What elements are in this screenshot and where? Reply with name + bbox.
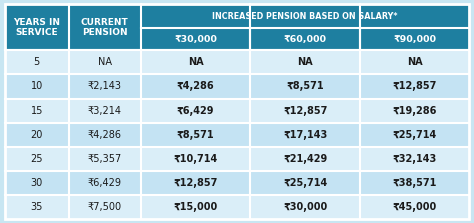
Text: ₹8,571: ₹8,571 bbox=[286, 81, 324, 91]
Text: 15: 15 bbox=[31, 105, 43, 116]
Text: ₹25,714: ₹25,714 bbox=[283, 178, 328, 188]
Text: NA: NA bbox=[188, 58, 203, 68]
Text: 10: 10 bbox=[31, 81, 43, 91]
Bar bbox=[5, 50, 69, 74]
Bar bbox=[250, 122, 360, 147]
Bar bbox=[5, 74, 69, 99]
Text: ₹12,857: ₹12,857 bbox=[173, 178, 218, 188]
Bar bbox=[250, 147, 360, 171]
Bar bbox=[360, 74, 469, 99]
Bar bbox=[69, 4, 141, 50]
Bar bbox=[360, 194, 469, 219]
Text: ₹10,714: ₹10,714 bbox=[173, 153, 218, 163]
Bar bbox=[69, 50, 141, 74]
Text: NA: NA bbox=[298, 58, 313, 68]
Bar bbox=[141, 74, 250, 99]
Bar bbox=[69, 122, 141, 147]
Text: ₹90,000: ₹90,000 bbox=[393, 35, 436, 44]
Text: ₹15,000: ₹15,000 bbox=[173, 202, 218, 212]
Text: ₹6,429: ₹6,429 bbox=[177, 105, 214, 116]
Text: ₹12,857: ₹12,857 bbox=[283, 105, 328, 116]
Bar bbox=[250, 74, 360, 99]
Bar bbox=[69, 147, 141, 171]
Text: NA: NA bbox=[98, 58, 112, 68]
Text: 30: 30 bbox=[31, 178, 43, 188]
Text: 5: 5 bbox=[34, 58, 40, 68]
Bar bbox=[5, 122, 69, 147]
Bar bbox=[69, 99, 141, 122]
Text: ₹45,000: ₹45,000 bbox=[392, 202, 437, 212]
Bar bbox=[250, 171, 360, 194]
Text: CURRENT
PENSION: CURRENT PENSION bbox=[81, 18, 129, 37]
Bar bbox=[69, 194, 141, 219]
Text: 25: 25 bbox=[30, 153, 43, 163]
Text: YEARS IN
SERVICE: YEARS IN SERVICE bbox=[13, 18, 60, 37]
Bar bbox=[141, 4, 250, 50]
Bar bbox=[5, 99, 69, 122]
Text: ₹5,357: ₹5,357 bbox=[88, 153, 122, 163]
Bar bbox=[250, 4, 360, 50]
Bar bbox=[5, 147, 69, 171]
Bar bbox=[360, 4, 469, 50]
Bar bbox=[141, 147, 250, 171]
Bar bbox=[360, 50, 469, 74]
Bar bbox=[5, 171, 69, 194]
Bar bbox=[360, 122, 469, 147]
Text: ₹21,429: ₹21,429 bbox=[283, 153, 328, 163]
Text: INCREASED PENSION BASED ON SALARY*: INCREASED PENSION BASED ON SALARY* bbox=[212, 12, 398, 21]
Text: ₹4,286: ₹4,286 bbox=[88, 130, 122, 140]
Bar bbox=[360, 147, 469, 171]
Bar bbox=[141, 194, 250, 219]
Text: ₹19,286: ₹19,286 bbox=[392, 105, 437, 116]
Text: 35: 35 bbox=[31, 202, 43, 212]
Text: NA: NA bbox=[407, 58, 422, 68]
Bar bbox=[360, 171, 469, 194]
Text: ₹3,214: ₹3,214 bbox=[88, 105, 122, 116]
Text: ₹32,143: ₹32,143 bbox=[392, 153, 437, 163]
Text: ₹17,143: ₹17,143 bbox=[283, 130, 328, 140]
Bar bbox=[5, 194, 69, 219]
Text: ₹2,143: ₹2,143 bbox=[88, 81, 122, 91]
Text: ₹7,500: ₹7,500 bbox=[88, 202, 122, 212]
Bar bbox=[141, 122, 250, 147]
Text: ₹38,571: ₹38,571 bbox=[392, 178, 437, 188]
Bar bbox=[250, 194, 360, 219]
Bar bbox=[360, 99, 469, 122]
Text: ₹60,000: ₹60,000 bbox=[284, 35, 327, 44]
Bar bbox=[141, 171, 250, 194]
Bar bbox=[69, 171, 141, 194]
Text: ₹4,286: ₹4,286 bbox=[177, 81, 214, 91]
Text: ₹30,000: ₹30,000 bbox=[283, 202, 328, 212]
Text: ₹30,000: ₹30,000 bbox=[174, 35, 217, 44]
Text: ₹8,571: ₹8,571 bbox=[177, 130, 214, 140]
Text: 20: 20 bbox=[31, 130, 43, 140]
Bar bbox=[250, 50, 360, 74]
Bar bbox=[69, 74, 141, 99]
Bar bbox=[5, 4, 69, 50]
Bar bbox=[141, 50, 250, 74]
Bar bbox=[141, 99, 250, 122]
Text: ₹6,429: ₹6,429 bbox=[88, 178, 122, 188]
Bar bbox=[250, 99, 360, 122]
Text: ₹25,714: ₹25,714 bbox=[392, 130, 437, 140]
Text: ₹12,857: ₹12,857 bbox=[392, 81, 437, 91]
